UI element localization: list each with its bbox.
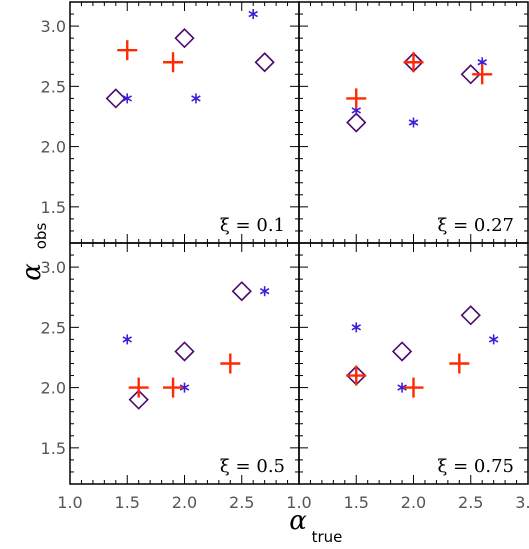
panel-frame bbox=[69, 1, 300, 244]
panel-bottom-right: ξ = 0.75 bbox=[298, 242, 529, 485]
diamond-point bbox=[254, 52, 275, 73]
asterisk-stroke bbox=[477, 59, 487, 66]
asterisk-stroke bbox=[488, 336, 499, 343]
panel-label-bottom-left: ξ = 0.5 bbox=[220, 456, 285, 477]
asterisk-stroke bbox=[397, 384, 407, 391]
diamond-point bbox=[128, 389, 149, 410]
asterisk-stroke bbox=[351, 324, 361, 331]
diamond-point bbox=[174, 28, 195, 49]
y-axis-symbol: α bbox=[17, 263, 47, 281]
y-tick-label: 2.0 bbox=[41, 138, 66, 157]
x-tick-label: 1.0 bbox=[57, 493, 82, 512]
x-axis-title: α true bbox=[289, 506, 342, 546]
x-tick-label: 3.0 bbox=[515, 493, 529, 512]
asterisk-point bbox=[408, 117, 419, 128]
panel-label-top-right: ξ = 0.27 bbox=[437, 215, 514, 236]
y-axis-title: α obs bbox=[17, 223, 50, 281]
panel-frame bbox=[69, 242, 300, 485]
plus-point bbox=[472, 64, 493, 85]
asterisk-point bbox=[191, 93, 201, 104]
diamond-point bbox=[105, 88, 126, 109]
x-tick-label: 2.0 bbox=[172, 493, 197, 512]
asterisk-stroke bbox=[248, 10, 258, 18]
y-tick-label: 1.5 bbox=[41, 439, 66, 458]
y-tick-label: 2.5 bbox=[41, 77, 66, 96]
asterisk-stroke bbox=[351, 107, 361, 114]
tick-labels: 1.5 2.0 2.5 3.0 1.5 2.0 2.5 3.0 1.0 1.5 2.0 2.5 1.0 1… bbox=[41, 17, 529, 512]
asterisk-stroke bbox=[122, 336, 132, 343]
plus-point bbox=[449, 353, 470, 374]
y-tick-label: 1.5 bbox=[41, 198, 66, 217]
asterisk-stroke bbox=[259, 288, 270, 295]
diamond-point bbox=[391, 341, 413, 362]
asterisk-stroke bbox=[122, 95, 132, 102]
diamond-point bbox=[174, 341, 195, 362]
plus-point bbox=[117, 40, 138, 61]
x-tick-label: 2.5 bbox=[458, 493, 483, 512]
panel-label-top-left: ξ = 0.1 bbox=[220, 215, 285, 236]
plus-point bbox=[346, 88, 367, 109]
asterisk-point bbox=[488, 334, 499, 345]
y-tick-label: 3.0 bbox=[41, 17, 66, 36]
plus-point bbox=[163, 52, 184, 73]
plus-point bbox=[128, 377, 149, 398]
asterisk-point bbox=[179, 382, 190, 393]
x-axis-symbol: α bbox=[289, 506, 307, 536]
diamond-point bbox=[346, 112, 367, 133]
x-tick-label: 1.5 bbox=[344, 493, 369, 512]
plus-point bbox=[220, 353, 241, 374]
plus-point bbox=[346, 365, 367, 386]
plus-point bbox=[403, 377, 424, 398]
y-tick-label: 2.5 bbox=[41, 318, 66, 337]
asterisk-stroke bbox=[408, 119, 419, 126]
panel-label-bottom-right: ξ = 0.75 bbox=[437, 456, 514, 477]
asterisk-stroke bbox=[191, 95, 201, 102]
x-tick-label: 2.0 bbox=[401, 493, 426, 512]
panel-top-right: ξ = 0.27 bbox=[298, 1, 529, 244]
panels-layer: ξ = 0.1 ξ = 0.27 ξ = 0.5 ξ = 0.75 bbox=[69, 1, 529, 485]
x-axis-subscript: true bbox=[312, 528, 343, 546]
asterisk-point bbox=[259, 286, 270, 297]
asterisk-point bbox=[248, 9, 258, 20]
asterisk-stroke bbox=[179, 384, 190, 391]
y-axis-subscript: obs bbox=[32, 223, 50, 250]
diamond-point bbox=[231, 281, 252, 302]
x-tick-label: 1.5 bbox=[115, 493, 140, 512]
y-tick-label: 3.0 bbox=[41, 258, 66, 277]
asterisk-point bbox=[351, 322, 361, 333]
diamond-point bbox=[460, 305, 481, 326]
panel-frame bbox=[298, 242, 529, 485]
asterisk-point bbox=[122, 334, 132, 345]
y-tick-label: 2.0 bbox=[41, 379, 66, 398]
diamond-point bbox=[460, 64, 481, 85]
x-tick-label: 2.5 bbox=[229, 493, 254, 512]
panel-bottom-left: ξ = 0.5 bbox=[69, 242, 300, 485]
asterisk-point bbox=[397, 382, 407, 393]
asterisk-point bbox=[122, 93, 132, 104]
panel-top-left: ξ = 0.1 bbox=[69, 1, 300, 244]
x-tick-label: 1.0 bbox=[286, 493, 311, 512]
plus-point bbox=[163, 377, 184, 398]
plus-point bbox=[403, 52, 424, 73]
